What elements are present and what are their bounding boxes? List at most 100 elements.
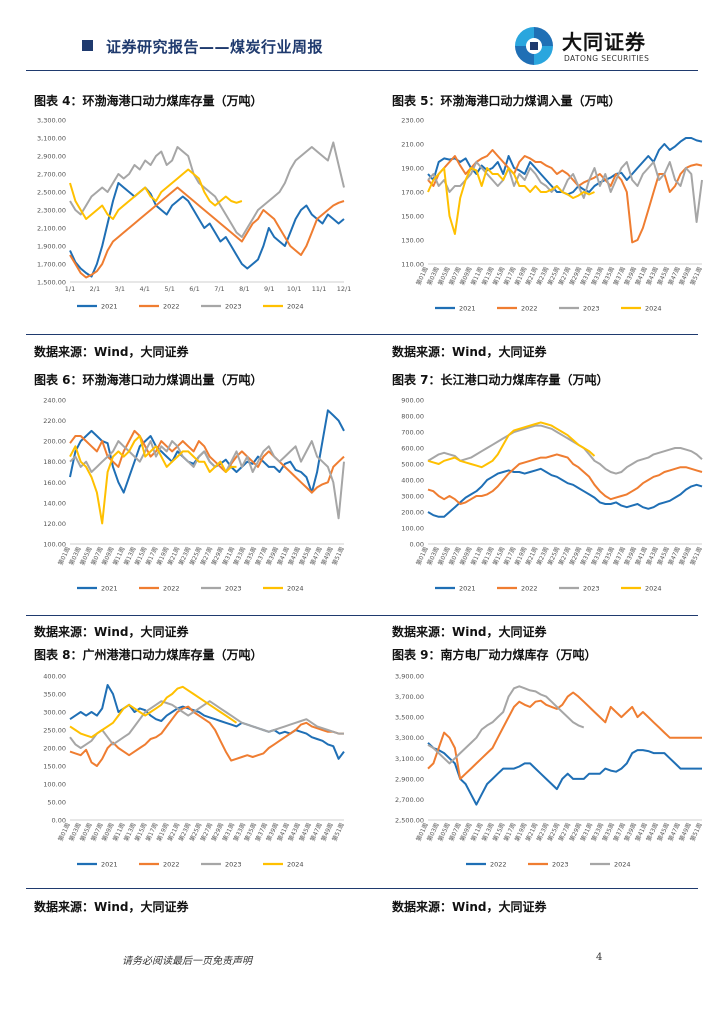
fig4-caption: 图表 4：环渤海港口动力煤库存量（万吨） [34, 94, 263, 108]
fig5-caption: 图表 5：环渤海港口动力煤调入量（万吨） [392, 94, 621, 108]
fig8-series-2022 [69, 705, 344, 767]
fig7-source: 数据来源：Wind，大同证券 [392, 625, 547, 639]
fig7-legend-label-2024: 2024 [645, 585, 662, 593]
fig9-ytick: 2,700.00 [395, 796, 424, 804]
fig7-caption: 图表 7：长江港口动力煤库存量（万吨） [392, 373, 609, 387]
logo-name-en: DATONG SECURITIES [564, 54, 650, 63]
report-title: 证券研究报告——煤炭行业周报 [106, 38, 324, 56]
fig6-ytick: 160.00 [43, 479, 66, 487]
fig6-source: 数据来源：Wind，大同证券 [34, 625, 189, 639]
fig7-ytick: 400.00 [401, 477, 424, 485]
fig7-ytick: 700.00 [401, 429, 424, 437]
fig5-ytick: 230.00 [401, 117, 424, 125]
fig7-ytick: 300.00 [401, 493, 424, 501]
fig9-chart: 2,500.00 2,700.00 2,900.00 3,100.00 3,300.00… [384, 668, 714, 880]
fig5-ytick: 210.00 [401, 141, 424, 149]
fig4-chart: 1,500.00 1,700.00 1,900.00 2,100.00 2,300.00… [26, 112, 356, 324]
fig6-ytick: 120.00 [43, 520, 66, 528]
fig5-ytick: 190.00 [401, 165, 424, 173]
fig9-legend-label-2022: 2022 [490, 861, 507, 869]
footer-disclaimer: 请务必阅读最后一页免责声明 [122, 956, 252, 967]
fig6-series-2023 [69, 440, 345, 520]
fig8-ytick: 150.00 [43, 763, 66, 771]
fig5-source: 数据来源：Wind，大同证券 [392, 345, 547, 359]
fig9-source: 数据来源：Wind，大同证券 [392, 900, 547, 914]
fig9-caption: 图表 9：南方电厂动力煤库存（万吨） [392, 648, 597, 662]
fig5-chart: 110.00 130.00 150.00 170.00 190.00 210.00 230.… [384, 112, 714, 324]
fig6-ytick: 240.00 [43, 397, 66, 405]
fig6-legend-label-2021: 2021 [101, 585, 118, 593]
fig5-ytick: 110.00 [401, 261, 424, 269]
fig4-xtick: 7/1 [214, 285, 224, 293]
divider-2 [26, 615, 698, 616]
fig6-chart: 100.00 120.00 140.00 160.00 180.00 200.00 220.… [26, 392, 356, 604]
fig4-legend-label-2022: 2022 [163, 303, 180, 311]
fig5-legend-label-2021: 2021 [459, 305, 476, 313]
fig7-ytick: 900.00 [401, 397, 424, 405]
fig4-series-2021 [69, 182, 345, 278]
fig7-series-2022 [427, 453, 703, 505]
page-number: 4 [596, 952, 603, 963]
fig9-series-2023 [427, 691, 702, 780]
fig4-ytick: 2,900.00 [37, 153, 66, 161]
fig8-legend-label-2024: 2024 [287, 861, 304, 869]
fig8-ytick: 400.00 [43, 673, 66, 681]
fig4-series-2022 [69, 186, 345, 279]
fig4-xtick: 9/1 [264, 285, 274, 293]
fig8-ytick: 350.00 [43, 691, 66, 699]
fig7-ytick: 500.00 [401, 461, 424, 469]
fig4-ytick: 3,100.00 [37, 135, 66, 143]
fig7-series-2021 [427, 467, 703, 518]
fig6-ytick: 100.00 [43, 541, 66, 549]
fig4-xtick: 10/1 [287, 285, 302, 293]
fig9-ytick: 2,900.00 [395, 775, 424, 783]
fig4-legend-label-2021: 2021 [101, 303, 118, 311]
fig6-series-2024 [69, 435, 237, 525]
fig4-ytick: 1,500.00 [37, 279, 66, 287]
fig4-xtick: 2/1 [90, 285, 100, 293]
fig8-legend-label-2021: 2021 [101, 861, 118, 869]
fig6-legend-label-2023: 2023 [225, 585, 242, 593]
fig9-ytick: 3,700.00 [395, 693, 424, 701]
fig4-xtick: 6/1 [189, 285, 199, 293]
fig7-series-2023 [427, 424, 703, 475]
fig5-ytick: 170.00 [401, 189, 424, 197]
fig4-xtick: 5/1 [164, 285, 174, 293]
fig7-ytick: 100.00 [401, 525, 424, 533]
fig7-legend-label-2022: 2022 [521, 585, 538, 593]
logo-mark-icon [515, 27, 553, 65]
fig9-legend-label-2023: 2023 [552, 861, 569, 869]
fig5-legend-label-2022: 2022 [521, 305, 538, 313]
fig7-ytick: 800.00 [401, 413, 424, 421]
fig8-series-2024 [69, 685, 238, 739]
brand-logo: 大同证券 DATONG SECURITIES [512, 24, 672, 68]
fig4-xtick: 8/1 [239, 285, 249, 293]
divider-3 [26, 888, 698, 889]
header-rule [26, 70, 698, 71]
fig5-series-2023 [427, 161, 703, 223]
fig9-ytick: 3,300.00 [395, 734, 424, 742]
fig5-legend-label-2024: 2024 [645, 305, 662, 313]
fig4-legend-label-2024: 2024 [287, 303, 304, 311]
fig6-ytick: 180.00 [43, 458, 66, 466]
fig9-legend-label-2024: 2024 [614, 861, 631, 869]
fig7-legend-label-2023: 2023 [583, 585, 600, 593]
fig7-legend-label-2021: 2021 [459, 585, 476, 593]
fig8-ytick: 100.00 [43, 781, 66, 789]
fig8-caption: 图表 8：广州港港口动力煤库存量（万吨） [34, 648, 263, 662]
fig4-ytick: 3,300.00 [37, 117, 66, 125]
fig8-ytick: 0.00 [52, 817, 66, 825]
divider-1 [26, 334, 698, 335]
fig4-xtick: 11/1 [312, 285, 327, 293]
fig8-legend-label-2022: 2022 [163, 861, 180, 869]
fig4-xtick: 1/1 [65, 285, 75, 293]
fig6-legend-label-2024: 2024 [287, 585, 304, 593]
fig8-ytick: 200.00 [43, 745, 66, 753]
fig6-ytick: 200.00 [43, 438, 66, 446]
fig9-ytick: 3,100.00 [395, 755, 424, 763]
fig6-series-2022 [69, 429, 345, 494]
fig4-xtick: 3/1 [115, 285, 125, 293]
fig9-series-2024 [427, 685, 585, 765]
fig9-ytick: 3,900.00 [395, 673, 424, 681]
fig5-series-2022 [427, 149, 703, 244]
